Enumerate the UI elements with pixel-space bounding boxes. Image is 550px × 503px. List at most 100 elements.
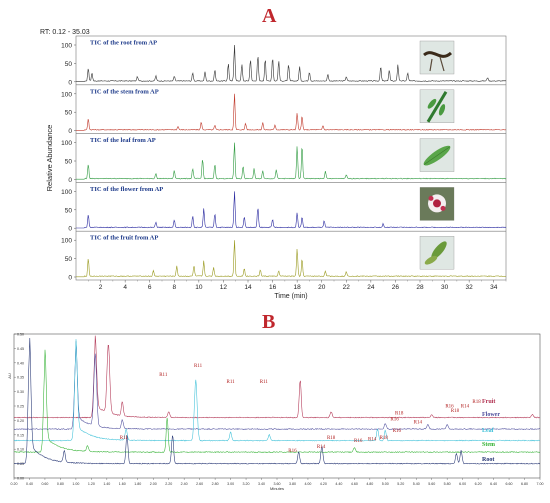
peak-annotation: R14 — [317, 445, 326, 450]
x-tick-label: 4.40 — [335, 482, 342, 486]
peak-annotation: R11 — [120, 436, 129, 441]
peak-annotation: R18 — [380, 436, 389, 441]
x-tick-label: 24 — [367, 284, 375, 291]
x-tick-label: 20 — [318, 284, 326, 291]
peak-annotation: R18 — [395, 412, 404, 417]
x-tick-label: 28 — [416, 284, 424, 291]
x-tick-label: 5.80 — [444, 482, 451, 486]
x-tick-label: 6.60 — [506, 482, 513, 486]
peak-annotation: R16 — [354, 439, 363, 444]
x-tick-label: 4 — [123, 284, 127, 291]
x-tick-label: 2.20 — [165, 482, 172, 486]
y-axis-label: Relative Abundance — [45, 125, 54, 192]
x-tick-label: 2.40 — [181, 482, 188, 486]
y-tick-label: 50 — [65, 61, 73, 68]
x-tick-label: 6.20 — [475, 482, 482, 486]
y-tick-label: 0.50 — [17, 333, 24, 337]
chromatogram-trace-flower — [14, 341, 540, 429]
x-tick-label: 8 — [172, 284, 176, 291]
y-tick-label: 0.20 — [17, 419, 24, 423]
y-tick-label: 0 — [68, 177, 72, 184]
peak-annotation: R16 — [288, 449, 297, 454]
x-tick-label: 2 — [99, 284, 103, 291]
flower-spot — [429, 196, 434, 201]
x-tick-label: 3.20 — [243, 482, 250, 486]
x-tick-label: 2.00 — [150, 482, 157, 486]
panel-b-chart: 0.000.050.100.150.200.250.300.350.400.45… — [7, 333, 544, 492]
x-tick-label: 22 — [343, 284, 351, 291]
x-tick-label: 1.20 — [88, 482, 95, 486]
x-tick-label: 2.80 — [212, 482, 219, 486]
flower-spot — [441, 206, 446, 211]
x-tick-label: 30 — [441, 284, 449, 291]
trace-label-flower: Flower — [482, 412, 500, 418]
rt-range-label: RT: 0.12 - 35.03 — [40, 29, 90, 36]
photo-frame — [420, 41, 454, 74]
peak-annotation: R16 — [393, 429, 402, 434]
y-tick-label: 100 — [61, 91, 72, 98]
x-tick-label: 3.40 — [258, 482, 265, 486]
y-tick-label: 0 — [68, 128, 72, 135]
root-photo — [420, 41, 454, 74]
fruit-photo — [420, 236, 454, 269]
y-tick-label: 50 — [65, 110, 73, 117]
subplot-title: TIC of the root from AP — [90, 40, 157, 47]
x-tick-label: 12 — [220, 284, 228, 291]
x-tick-label: 1.60 — [119, 482, 126, 486]
peak-annotation: R16 — [390, 417, 399, 422]
x-tick-label: 6.80 — [521, 482, 528, 486]
y-tick-label: 100 — [61, 189, 72, 196]
peak-annotation: R11 — [227, 380, 236, 385]
x-tick-label: 0.60 — [41, 482, 48, 486]
peak-annotation: R18 — [472, 400, 481, 405]
x-tick-label: 2.60 — [196, 482, 203, 486]
x-tick-label: 6.00 — [459, 482, 466, 486]
peak-annotation: R11 — [260, 380, 269, 385]
peak-annotation: R14 — [461, 404, 470, 409]
y-tick-label: 0.45 — [17, 347, 24, 351]
x-tick-label: 4.00 — [304, 482, 311, 486]
peak-annotation: R11 — [159, 373, 168, 378]
y-tick-label: 50 — [65, 207, 73, 214]
y-tick-label: 50 — [65, 256, 73, 263]
flower-photo — [420, 187, 454, 220]
subplot-title: TIC of the stem from AP — [90, 88, 159, 95]
x-tick-label: 26 — [392, 284, 400, 291]
panel-b-traces — [14, 336, 540, 464]
peak-annotation: R18 — [451, 409, 460, 414]
x-tick-label: 1.80 — [134, 482, 141, 486]
subplot-title: TIC of the fruit from AP — [90, 235, 158, 242]
y-tick-label: 0 — [68, 79, 72, 86]
y-tick-label: 0 — [68, 226, 72, 233]
x-tick-label: 5.40 — [413, 482, 420, 486]
x-tick-label: 0.40 — [26, 482, 33, 486]
peak-annotation: R11 — [194, 364, 203, 369]
x-tick-label: 34 — [490, 284, 498, 291]
trace-label-root: Root — [482, 457, 494, 463]
peak-annotation: R14 — [414, 420, 423, 425]
x-tick-label: 4.80 — [366, 482, 373, 486]
x-tick-label: 6 — [148, 284, 152, 291]
x-tick-label: 3.80 — [289, 482, 296, 486]
y-tick-label: 100 — [61, 43, 72, 50]
y-tick-label: 0.00 — [17, 477, 24, 481]
trace-label-fruit: Fruit — [482, 399, 495, 405]
chromatogram-trace-leaf — [14, 339, 540, 441]
y-axis-label: AU — [7, 373, 12, 379]
leaf-photo — [420, 139, 454, 172]
x-tick-label: 7.00 — [537, 482, 544, 486]
x-tick-label: 5.20 — [397, 482, 404, 486]
trace-label-stem: Stem — [482, 442, 495, 448]
peak-annotation: R14 — [368, 438, 377, 443]
x-tick-label: 6.40 — [490, 482, 497, 486]
x-tick-label: 1.40 — [103, 482, 110, 486]
x-tick-label: 5.60 — [428, 482, 435, 486]
y-tick-label: 0.40 — [17, 361, 24, 365]
x-tick-label: 1.00 — [72, 482, 79, 486]
y-tick-label: 0.30 — [17, 390, 24, 394]
x-axis-label: Minutes — [270, 486, 284, 491]
subplot-title: TIC of the flower from AP — [90, 186, 163, 193]
panel-a-letter: A — [262, 5, 277, 27]
x-tick-label: 4.20 — [320, 482, 327, 486]
x-tick-label: 16 — [269, 284, 277, 291]
